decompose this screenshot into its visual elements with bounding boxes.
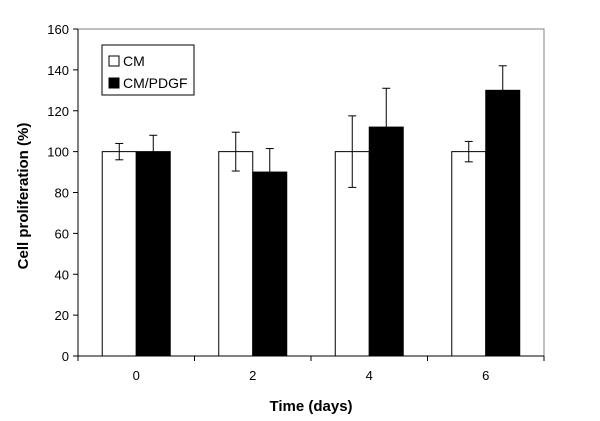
legend-swatch-cm-pdgf: [108, 77, 120, 89]
y-tick-label: 140: [47, 63, 69, 78]
y-tick-label: 40: [55, 267, 69, 282]
x-tick-label: 6: [482, 368, 489, 383]
error-bar-cm-pdgf-day-2: [265, 148, 274, 197]
error-bar-cm-day-6: [464, 140, 473, 163]
bar-cm-day-0: [101, 151, 137, 357]
error-bar-cm-day-0: [115, 142, 124, 161]
error-bar-cm-pdgf-day-6: [498, 65, 507, 116]
bar-cm-pdgf-day-2: [252, 171, 288, 357]
bar-cm-pdgf-day-0: [135, 151, 171, 357]
y-tick-label: 80: [55, 186, 69, 201]
error-bar-cm-day-2: [231, 131, 240, 172]
x-tick-label: 2: [249, 368, 256, 383]
y-tick-label: 100: [47, 145, 69, 160]
chart-legend: CM CM/PDGF: [101, 44, 195, 96]
y-tick-label: 20: [55, 308, 69, 323]
legend-swatch-cm: [108, 55, 120, 67]
y-axis-title: Cell proliferation (%): [15, 123, 32, 270]
y-tick-label: 160: [47, 22, 69, 37]
error-bar-cm-pdgf-day-0: [149, 134, 158, 169]
x-axis-title: Time (days): [269, 398, 352, 415]
x-tick-label: 4: [366, 368, 373, 383]
error-bar-cm-pdgf-day-4: [382, 87, 391, 167]
y-tick-label: 60: [55, 226, 69, 241]
legend-label-cm-pdgf: CM/PDGF: [123, 75, 188, 91]
y-tick-label: 120: [47, 104, 69, 119]
error-bar-cm-day-4: [348, 115, 357, 188]
y-tick-label: 0: [62, 349, 69, 364]
x-tick-label: 0: [133, 368, 140, 383]
bar-cm-day-6: [451, 151, 487, 357]
bar-cm-pdgf-day-6: [485, 89, 521, 357]
legend-label-cm: CM: [123, 53, 145, 69]
bar-cm-day-2: [218, 151, 254, 357]
